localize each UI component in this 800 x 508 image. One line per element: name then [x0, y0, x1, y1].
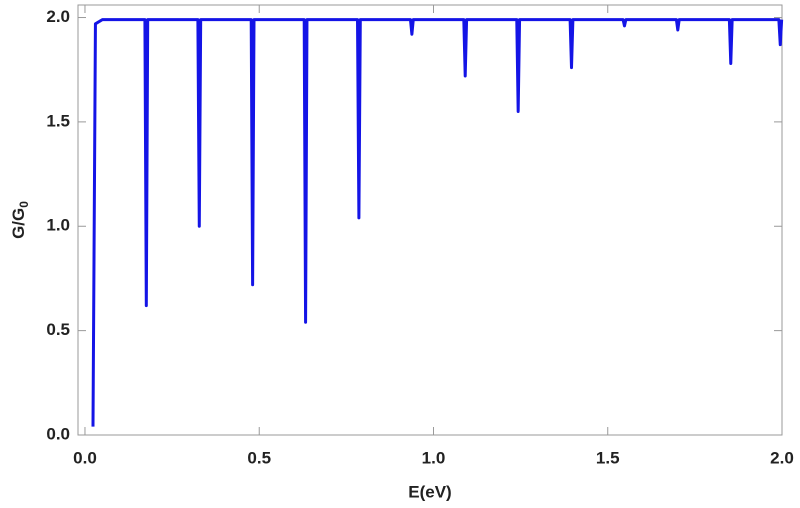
- data-line: [91, 18, 784, 427]
- x-tick-label: 1.5: [596, 448, 620, 467]
- x-tick-label: 2.0: [770, 448, 794, 467]
- y-tick-label: 0.0: [46, 424, 70, 443]
- y-axis-label-subscript: 0: [17, 201, 31, 208]
- y-axis-label: G/G0: [9, 201, 31, 239]
- y-axis-label-main: G/G: [9, 208, 28, 239]
- x-tick-label: 0.5: [247, 448, 271, 467]
- y-tick-label: 2.0: [46, 7, 70, 26]
- x-tick-label: 1.0: [422, 448, 446, 467]
- x-axis-label: E(eV): [408, 482, 451, 501]
- x-tick-label: 0.0: [73, 448, 97, 467]
- plot-frame: [77, 4, 783, 436]
- y-tick-label: 1.0: [46, 216, 70, 235]
- y-tick-label: 0.5: [46, 320, 70, 339]
- y-tick-label: 1.5: [46, 111, 70, 130]
